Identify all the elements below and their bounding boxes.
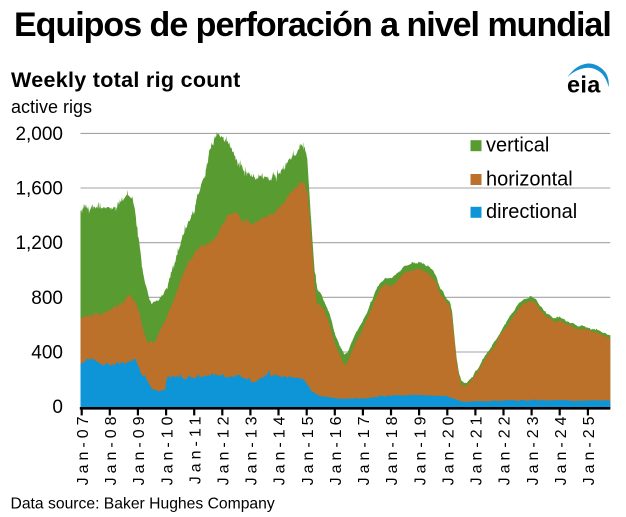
svg-text:Jan-17: Jan-17 [356, 413, 373, 486]
svg-text:Jan-21: Jan-21 [469, 413, 486, 486]
svg-text:Weekly total rig count: Weekly total rig count [11, 68, 241, 92]
svg-text:Jan-08: Jan-08 [103, 413, 120, 486]
svg-text:400: 400 [31, 343, 63, 364]
svg-text:Jan-07: Jan-07 [75, 413, 92, 486]
svg-text:Jan-25: Jan-25 [581, 413, 598, 486]
svg-text:active rigs: active rigs [11, 97, 92, 117]
svg-text:Jan-22: Jan-22 [497, 413, 514, 486]
svg-text:1,600: 1,600 [15, 179, 63, 200]
svg-text:eia: eia [567, 72, 601, 98]
svg-text:Jan-18: Jan-18 [384, 413, 401, 486]
svg-text:directional: directional [486, 201, 577, 223]
svg-text:Jan-15: Jan-15 [300, 413, 317, 486]
svg-text:Jan-16: Jan-16 [328, 413, 345, 486]
svg-text:Jan-12: Jan-12 [216, 413, 233, 486]
svg-text:Jan-11: Jan-11 [187, 413, 204, 485]
svg-text:Data source: Baker Hughes Comp: Data source: Baker Hughes Company [11, 496, 275, 513]
svg-text:Jan-09: Jan-09 [131, 413, 148, 486]
svg-text:800: 800 [31, 288, 63, 309]
svg-text:Jan-13: Jan-13 [244, 413, 261, 486]
svg-text:Jan-24: Jan-24 [553, 413, 570, 486]
svg-text:Jan-14: Jan-14 [272, 413, 289, 486]
svg-text:Equipos de perforación a nivel: Equipos de perforación a nivel mundial [14, 6, 611, 44]
svg-text:Jan-20: Jan-20 [441, 413, 458, 486]
svg-text:vertical: vertical [486, 135, 549, 157]
svg-text:2,000: 2,000 [15, 124, 63, 145]
svg-text:horizontal: horizontal [486, 168, 573, 190]
svg-text:0: 0 [52, 397, 63, 418]
svg-text:1,200: 1,200 [15, 233, 63, 254]
svg-text:Jan-19: Jan-19 [412, 413, 429, 486]
svg-text:Jan-23: Jan-23 [525, 413, 542, 486]
svg-text:Jan-10: Jan-10 [159, 413, 176, 486]
